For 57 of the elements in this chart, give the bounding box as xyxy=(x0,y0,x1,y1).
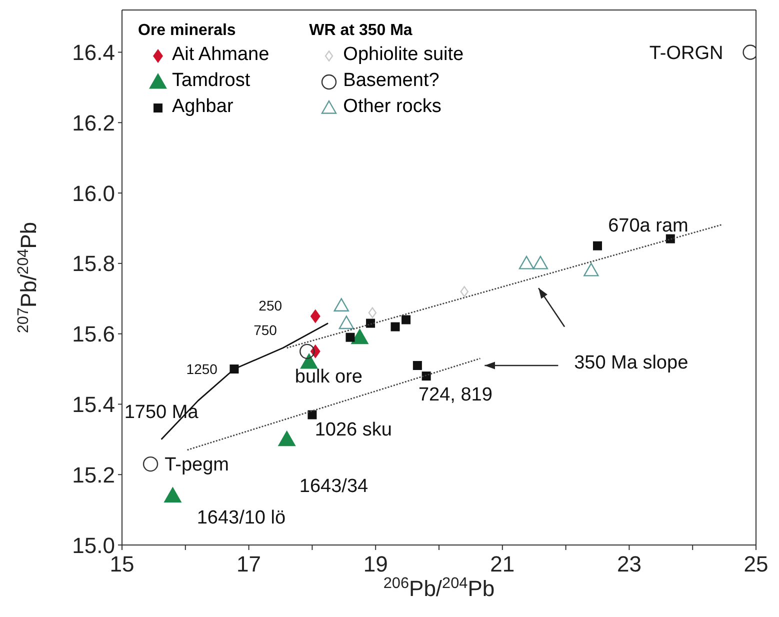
point xyxy=(346,332,355,342)
y-tick-label: 16.2 xyxy=(72,110,115,136)
point xyxy=(300,344,315,360)
point xyxy=(390,322,400,332)
point xyxy=(368,307,377,318)
point xyxy=(412,360,422,370)
annotation: WR at 350 Ma xyxy=(309,22,414,40)
annotation: 670a ram xyxy=(608,215,688,236)
legend-label: Basement? xyxy=(343,70,440,92)
point xyxy=(334,298,349,312)
point xyxy=(338,316,354,330)
point xyxy=(460,286,468,298)
annotation: 350 Ma slope xyxy=(574,352,688,374)
annotation: 1643/34 xyxy=(299,476,369,497)
point xyxy=(366,318,376,328)
point xyxy=(584,262,599,276)
annotation: 1643/10 lö xyxy=(196,507,286,528)
point xyxy=(593,241,602,250)
x-tick-label: 19 xyxy=(363,552,388,577)
legend-label: Ait Ahmane xyxy=(172,44,270,66)
point xyxy=(300,352,318,369)
point xyxy=(666,234,675,244)
point xyxy=(310,309,320,324)
annotation: 750 xyxy=(254,322,278,338)
point xyxy=(532,256,548,270)
point xyxy=(518,256,534,270)
legend-label: Other rocks xyxy=(343,96,442,118)
annotation: 1250 xyxy=(186,360,218,377)
y-tick-label: 15.0 xyxy=(72,532,115,558)
x-tick-label: 23 xyxy=(616,552,642,577)
point xyxy=(350,328,369,344)
annotation: 1026 sku xyxy=(314,420,392,440)
legend-label: Ophiolite suite xyxy=(343,44,464,66)
annotation: 250 xyxy=(258,298,282,314)
y-tick-label: 16.4 xyxy=(72,40,115,66)
point xyxy=(422,372,431,381)
x-tick-label: 17 xyxy=(236,552,262,577)
point xyxy=(164,486,182,502)
annotation: T-pegm xyxy=(164,454,230,476)
annotation: 724, 819 xyxy=(418,384,492,406)
annotation: T-ORGN xyxy=(649,42,724,64)
x-axis-title: $^{206}$Pb/$^{204}$Pb xyxy=(383,574,495,601)
y-tick-label: 15.8 xyxy=(72,251,115,276)
legend-title: Ore minerals xyxy=(138,22,237,40)
y-tick-label: 15.6 xyxy=(72,322,115,347)
point xyxy=(278,430,296,446)
legend-label: Aghbar xyxy=(172,96,234,118)
point xyxy=(402,315,411,324)
x-tick-label: 21 xyxy=(490,552,515,577)
y-tick-label: 15.4 xyxy=(72,392,115,418)
y-tick-label: 15.2 xyxy=(72,462,115,488)
y-tick-label: 16.0 xyxy=(72,180,115,206)
point xyxy=(308,410,317,420)
point xyxy=(142,456,158,472)
legend-label: Tamdrost xyxy=(172,70,250,92)
x-tick-label: 25 xyxy=(744,552,768,577)
annotation: bulk ore xyxy=(294,366,362,388)
